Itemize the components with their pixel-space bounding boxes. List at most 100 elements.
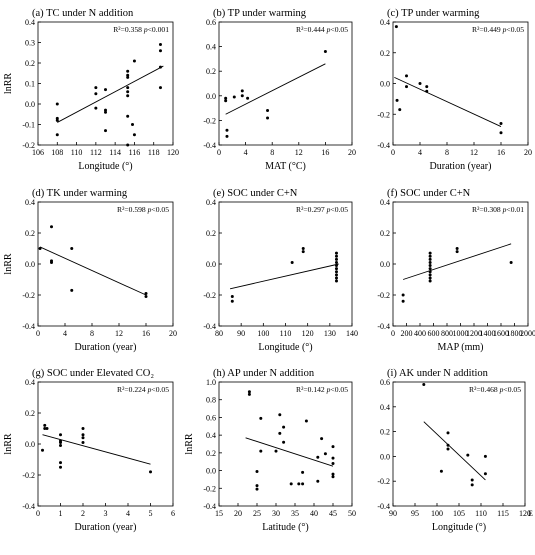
r-squared-text: R²=0.308 — [472, 205, 501, 214]
x-tick-label: 2 — [81, 509, 85, 518]
data-point — [274, 449, 278, 453]
data-point — [405, 74, 408, 78]
data-point — [334, 279, 338, 283]
x-axis-label: Longitude (°) — [432, 522, 486, 533]
p-value-text: <0.05 — [503, 385, 521, 394]
data-point — [290, 260, 294, 264]
panel-5: -0.4 -0.2 0.0 0.2 0.4 0 200 400 600 800 1000120014… — [377, 188, 535, 353]
y-tick-label: 0.4 — [206, 431, 216, 440]
data-point — [425, 85, 429, 89]
data-point — [126, 90, 130, 94]
p-value-text: <0.05 — [330, 25, 348, 34]
data-point — [282, 425, 286, 429]
data-point — [405, 85, 408, 89]
panel-8: -0.4 -0.2 0.0 0.2 0.4 0.6 90 95 100 105 110 115 120E… — [377, 368, 533, 533]
x-tick-label: 116 — [129, 148, 141, 157]
data-point — [401, 299, 405, 303]
r-squared-text: R²=0.598 — [117, 205, 146, 214]
p-value-text: <0.05 — [151, 385, 169, 394]
data-point — [446, 443, 450, 447]
plot-frame — [218, 21, 353, 146]
data-point — [126, 73, 130, 77]
data-point — [334, 260, 338, 264]
y-tick-label: 1.0 — [206, 378, 216, 387]
panel-title: (a) TC under N addition — [32, 8, 134, 19]
y-axis-label: lnRR — [184, 433, 195, 454]
y-tick-label: -0.4 — [203, 322, 216, 331]
x-tick-label: 45 — [329, 509, 337, 518]
y-tick-label: -0.4 — [203, 141, 216, 150]
data-point — [59, 444, 62, 448]
data-point — [59, 465, 62, 469]
data-point — [158, 86, 162, 90]
data-point — [499, 131, 503, 135]
p-symbol-text: p — [147, 385, 152, 394]
p-symbol-text: p — [502, 205, 507, 214]
y-tick-label: -0.2 — [377, 110, 390, 119]
data-point — [334, 276, 338, 280]
regression-line — [225, 63, 326, 115]
y-tick-label: -0.4 — [377, 502, 390, 511]
y-axis-label: lnRR — [3, 433, 14, 454]
y-tick-label: 0.3 — [25, 39, 35, 48]
p-symbol-text: p — [502, 25, 507, 34]
data-point — [45, 427, 49, 430]
y-tick-label: 0.0 — [380, 452, 390, 461]
data-point — [483, 454, 487, 458]
x-tick-label: 1800 — [507, 329, 523, 338]
data-point — [331, 472, 335, 476]
data-point — [81, 433, 85, 437]
x-tick-label: 80 — [215, 329, 223, 338]
data-point — [259, 416, 263, 420]
data-point — [104, 88, 107, 92]
data-point — [81, 427, 85, 430]
y-tick-label: 0.0 — [25, 260, 35, 269]
x-axis-label: Longitude (°) — [78, 161, 132, 172]
data-point — [428, 251, 432, 255]
y-tick-label: -0.2 — [377, 477, 390, 486]
data-point — [70, 247, 74, 250]
panel-title: (g) SOC under Elevated CO₂ — [32, 368, 154, 379]
x-tick-label: 20 — [169, 329, 177, 338]
x-axis-label: Duration (year) — [430, 161, 492, 172]
regression-line — [423, 421, 486, 481]
data-point — [81, 436, 85, 440]
data-point — [316, 455, 320, 459]
data-point — [246, 96, 250, 100]
data-point — [439, 469, 443, 473]
y-tick-label: -0.2 — [377, 291, 390, 300]
x-tick-label: 1600 — [493, 329, 509, 338]
data-point — [149, 470, 152, 474]
x-axis-label: Longitude (°) — [258, 342, 312, 353]
y-tick-label: 0.4 — [380, 18, 390, 27]
stats-annotation: R²=0.468 p<0.05 — [469, 385, 521, 394]
x-tick-label: 4 — [418, 148, 422, 157]
x-tick-label: 4 — [63, 329, 67, 338]
p-value-text: <0.05 — [151, 205, 169, 214]
data-point — [301, 250, 305, 254]
p-symbol-text: p — [499, 385, 504, 394]
data-point — [428, 273, 432, 277]
data-point — [225, 128, 229, 132]
stats-annotation: R²=0.598 p<0.05 — [117, 205, 169, 214]
stats-annotation: R²=0.224 p<0.05 — [117, 385, 169, 394]
data-point — [144, 291, 148, 295]
y-tick-label: -0.4 — [22, 322, 35, 331]
x-axis-label: MAP (mm) — [437, 342, 483, 353]
y-tick-label: 0.1 — [25, 80, 35, 89]
y-tick-label: 0.2 — [380, 229, 390, 238]
x-tick-label: 4 — [244, 148, 248, 157]
data-point — [104, 129, 107, 133]
data-point — [232, 95, 236, 99]
regression-line — [245, 437, 334, 467]
data-point — [398, 108, 402, 112]
data-point — [334, 251, 338, 255]
y-tick-label: -0.4 — [203, 502, 216, 511]
x-tick-label: 0 — [391, 148, 395, 157]
data-point — [94, 86, 98, 90]
x-tick-label: 8 — [445, 148, 449, 157]
y-tick-label: 0.8 — [206, 396, 216, 405]
y-tick-label: 0.6 — [206, 413, 216, 422]
y-tick-label: 0.2 — [25, 409, 35, 418]
